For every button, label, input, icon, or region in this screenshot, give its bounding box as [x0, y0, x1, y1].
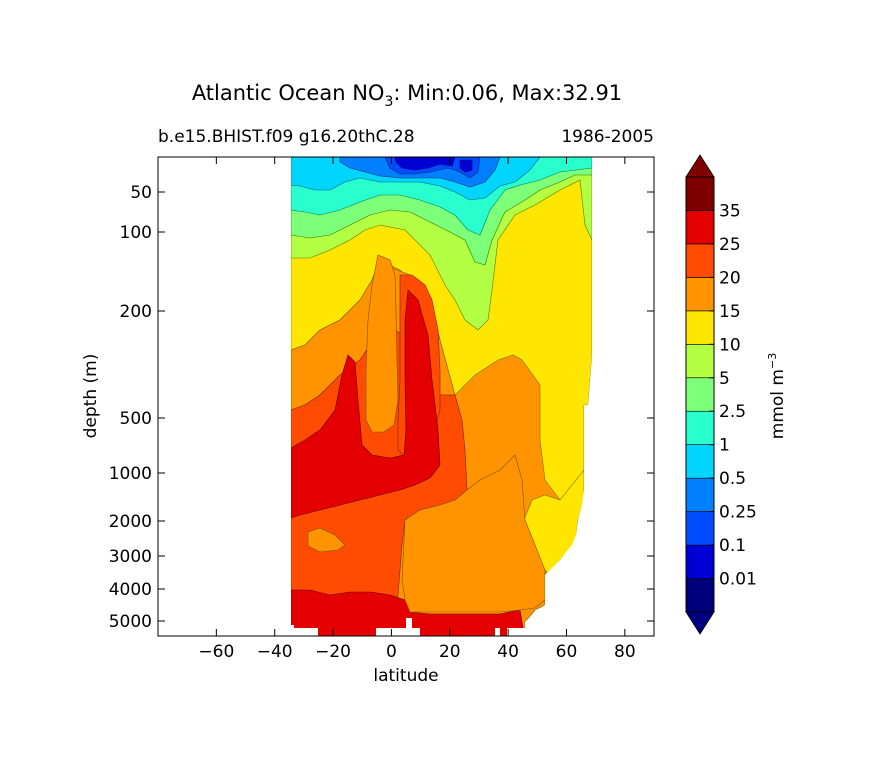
period-label: 1986-2005	[561, 127, 654, 147]
colorbar-tick-label: 0.01	[719, 570, 757, 590]
y-tick-label: 2000	[109, 512, 152, 532]
seafloor-mask	[291, 618, 525, 636]
colorbar-swatch	[685, 243, 715, 278]
colorbar-tick-label: 35	[719, 201, 741, 221]
case-label: b.e15.BHIST.f09 g16.20thC.28	[158, 127, 415, 147]
y-tick-label: 500	[120, 409, 152, 429]
y-tick-label: 3000	[109, 547, 152, 567]
contour-band-0.01-0.1-b	[459, 159, 473, 173]
x-axis-label: latitude	[373, 666, 438, 686]
y-tick-label: 50	[130, 183, 152, 203]
x-tick-label: 0	[386, 642, 397, 662]
chart-title: Atlantic Ocean NO3: Min:0.06, Max:32.91	[192, 81, 622, 110]
land-mask-west	[158, 157, 291, 636]
x-tick-label: 60	[556, 642, 578, 662]
colorbar-swatch	[685, 511, 715, 546]
colorbar-tick-label: 10	[719, 335, 741, 355]
colorbar-swatch	[685, 477, 715, 512]
colorbar-tick-label: 0.1	[719, 536, 746, 556]
y-tick-label: 4000	[109, 580, 152, 600]
x-tick-label: 80	[614, 642, 636, 662]
x-tick-label: 20	[439, 642, 461, 662]
contour-band-25-35-deep	[290, 589, 525, 636]
x-tick-label: −60	[198, 642, 234, 662]
contour-band-15-20-column	[365, 254, 399, 433]
colorbar-swatch	[685, 176, 715, 211]
y-tick-label: 100	[120, 223, 152, 243]
plot-frame	[157, 156, 655, 637]
x-axis: −60 −40 −20 0 20 40 60 80	[198, 157, 636, 662]
colorbar-tick-label: 0.25	[719, 503, 757, 523]
colorbar-swatch	[685, 544, 715, 579]
contour-patch-15-20	[307, 527, 346, 553]
colorbar-tick-label: 2.5	[719, 402, 746, 422]
colorbar-frame	[685, 176, 715, 613]
colorbar-tick-label: 25	[719, 235, 741, 255]
colorbar-swatch	[685, 377, 715, 412]
y-axis: 50 100 200 500 1000 2000 3000 4000 5000	[109, 183, 654, 632]
colorbar-swatch	[685, 410, 715, 445]
colorbar-extend-max	[685, 154, 715, 178]
y-axis-label: depth (m)	[81, 354, 101, 439]
colorbar-extend-min	[685, 611, 715, 635]
y-tick-label: 1000	[109, 464, 152, 484]
y-tick-label: 200	[120, 302, 152, 322]
colorbar-tick-label: 0.5	[719, 469, 746, 489]
land-mask-east	[525, 157, 654, 636]
colorbar-tick-label: 5	[719, 369, 730, 389]
contour-band-25-35	[290, 289, 441, 519]
x-tick-label: −20	[315, 642, 351, 662]
colorbar-label: mmol m−3	[766, 353, 788, 439]
colorbar-swatch	[685, 344, 715, 379]
contour-band-0.01-0.1	[394, 157, 456, 171]
colorbar-swatch	[685, 277, 715, 312]
colorbar-swatch	[685, 310, 715, 345]
colorbar-swatch	[685, 210, 715, 245]
y-tick-label: 5000	[109, 612, 152, 632]
x-tick-label: 40	[497, 642, 519, 662]
colorbar: 0.01 0.1 0.25 0.5 1 2.5 5 10 15 20 25 35	[685, 154, 757, 635]
colorbar-tick-label: 15	[719, 302, 741, 322]
colorbar-tick-label: 20	[719, 268, 741, 288]
x-tick-label: −40	[257, 642, 293, 662]
colorbar-swatch	[685, 444, 715, 479]
colorbar-tick-label: 1	[719, 436, 730, 456]
colorbar-swatch	[685, 578, 715, 613]
contour-field	[158, 157, 654, 636]
